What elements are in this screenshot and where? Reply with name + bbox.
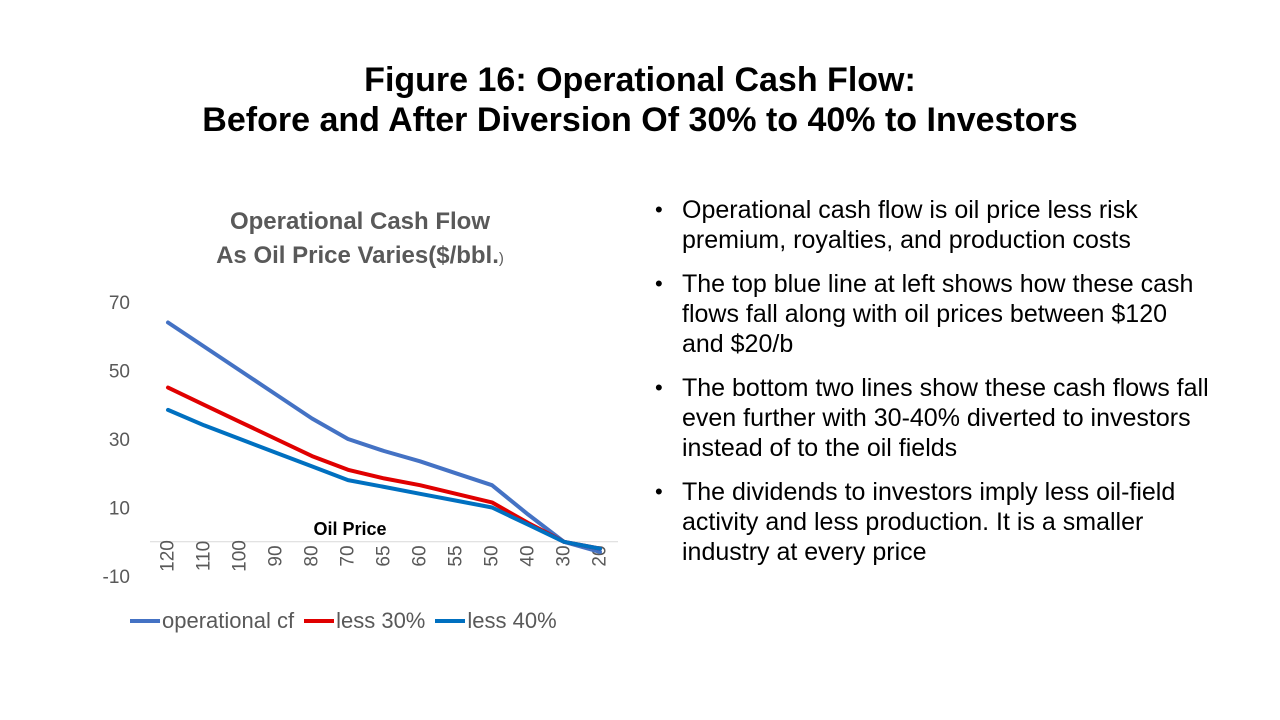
series-line-less-40- bbox=[166, 407, 602, 551]
x-tick-label: 65 bbox=[374, 545, 395, 566]
y-tick-label: 10 bbox=[109, 499, 130, 520]
y-tick-label: 70 bbox=[109, 293, 130, 314]
legend-item-less-30: less 30% bbox=[304, 608, 425, 634]
legend-label-operational-cf: operational cf bbox=[162, 608, 295, 633]
x-tick-label: 110 bbox=[194, 541, 215, 571]
legend-item-less-40: less 40% bbox=[435, 608, 557, 634]
y-tick-label: 30 bbox=[109, 430, 130, 451]
x-tick-label: 60 bbox=[410, 545, 431, 566]
bullet-item: The bottom two lines show these cash flo… bbox=[655, 373, 1215, 463]
chart-title: Operational Cash Flow As Oil Price Varie… bbox=[150, 205, 570, 276]
slide-title-line1: Figure 16: Operational Cash Flow: bbox=[364, 61, 916, 99]
slide-title-line2: Before and After Diversion Of 30% to 40%… bbox=[202, 101, 1078, 139]
x-tick-label: 120 bbox=[158, 540, 179, 572]
chart-title-line1: Operational Cash Flow bbox=[229, 208, 491, 235]
bullet-item: Operational cash flow is oil price less … bbox=[655, 195, 1215, 255]
x-tick-label: 70 bbox=[338, 545, 359, 566]
x-tick-label: 30 bbox=[554, 545, 575, 566]
x-tick-label: 50 bbox=[482, 545, 503, 566]
y-tick-label: 50 bbox=[109, 362, 130, 383]
slide-title: Figure 16: Operational Cash Flow: Before… bbox=[0, 60, 1280, 140]
legend-item-operational-cf: operational cf bbox=[130, 608, 294, 634]
x-tick-label: 55 bbox=[446, 545, 467, 566]
x-tick-label: 80 bbox=[302, 545, 323, 566]
legend-label-less-40: less 40% bbox=[467, 608, 557, 633]
series-line-operational-cf bbox=[166, 320, 602, 554]
chart-legend: operational cf less 30% less 40% bbox=[130, 606, 567, 636]
chart-title-tail: ) bbox=[498, 250, 504, 267]
x-tick-label: 90 bbox=[266, 545, 287, 566]
bullet-item: The top blue line at left shows how thes… bbox=[655, 269, 1215, 359]
chart-title-line2: As Oil Price Varies($/bbl. bbox=[216, 242, 499, 269]
x-tick-label: 100 bbox=[230, 540, 251, 572]
y-tick-label: -10 bbox=[103, 567, 130, 588]
legend-swatch-less-30 bbox=[304, 619, 335, 623]
legend-swatch-operational-cf bbox=[130, 619, 160, 623]
bullet-list: Operational cash flow is oil price less … bbox=[655, 195, 1215, 581]
legend-swatch-less-40 bbox=[435, 619, 466, 623]
x-tick-label: 40 bbox=[518, 545, 539, 566]
bullet-item: The dividends to investors imply less oi… bbox=[655, 477, 1215, 567]
x-axis-title: Oil Price bbox=[313, 519, 386, 539]
legend-label-less-30: less 30% bbox=[336, 608, 426, 633]
